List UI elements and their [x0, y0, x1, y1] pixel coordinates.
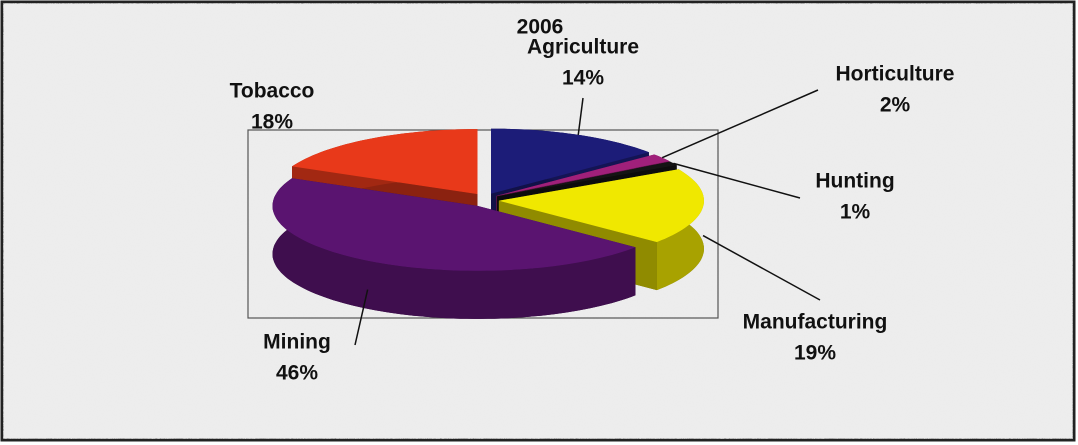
value-label: 46% [276, 362, 318, 385]
value-label: 1% [840, 201, 871, 224]
slice-label: Horticulture [835, 63, 954, 86]
leader-line [354, 289, 369, 346]
leader-line [702, 234, 821, 301]
slice-label: Manufacturing [743, 311, 888, 334]
slice-label: Tobacco [230, 80, 315, 103]
leader-line [673, 162, 801, 199]
leader-line [577, 97, 584, 135]
slice-label: Hunting [815, 170, 894, 193]
value-label: 18% [251, 111, 293, 134]
slice-label: Agriculture [527, 36, 639, 59]
chart-title: 2006 [517, 16, 564, 39]
slice-top [292, 129, 478, 195]
slice-top [496, 154, 670, 196]
slice-top [272, 178, 636, 271]
slice-top [498, 169, 704, 243]
slice-top [491, 128, 649, 194]
value-label: 2% [880, 94, 911, 117]
leader-line [661, 89, 819, 159]
value-label: 14% [562, 67, 604, 90]
value-label: 19% [794, 342, 836, 365]
slice-top [497, 161, 677, 197]
slice-side [272, 178, 636, 319]
slice-label: Mining [263, 331, 331, 354]
